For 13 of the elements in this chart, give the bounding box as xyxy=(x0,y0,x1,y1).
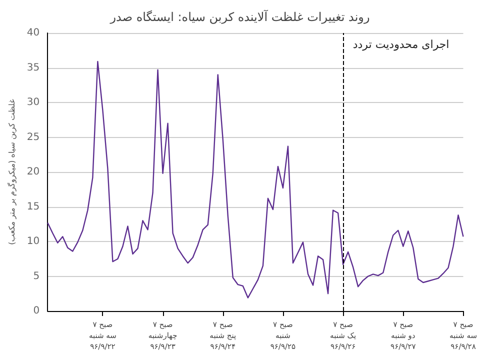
line-series xyxy=(47,60,464,298)
y-axis-title: غلظت کربن سیاه (میکروگرم بر متر مکعب) xyxy=(6,99,16,245)
y-tick-label: 20 xyxy=(26,166,40,178)
y-tick-label: 5 xyxy=(33,270,40,282)
chart-title: روند تغییرات غلظت آلاینده کربن سیاه: ایستگاه صدر xyxy=(109,9,370,24)
y-tick-label: 30 xyxy=(26,97,40,108)
y-tick-label: 40 xyxy=(26,28,40,38)
y-tick-label: 0 xyxy=(33,306,40,316)
ref-line-label: اجرای محدودیت تردد xyxy=(352,38,450,51)
y-tick-label: 15 xyxy=(26,201,40,212)
y-tick-label: 25 xyxy=(26,132,40,143)
y-tick-label: 10 xyxy=(26,236,40,247)
y-tick-label: 35 xyxy=(26,62,40,74)
